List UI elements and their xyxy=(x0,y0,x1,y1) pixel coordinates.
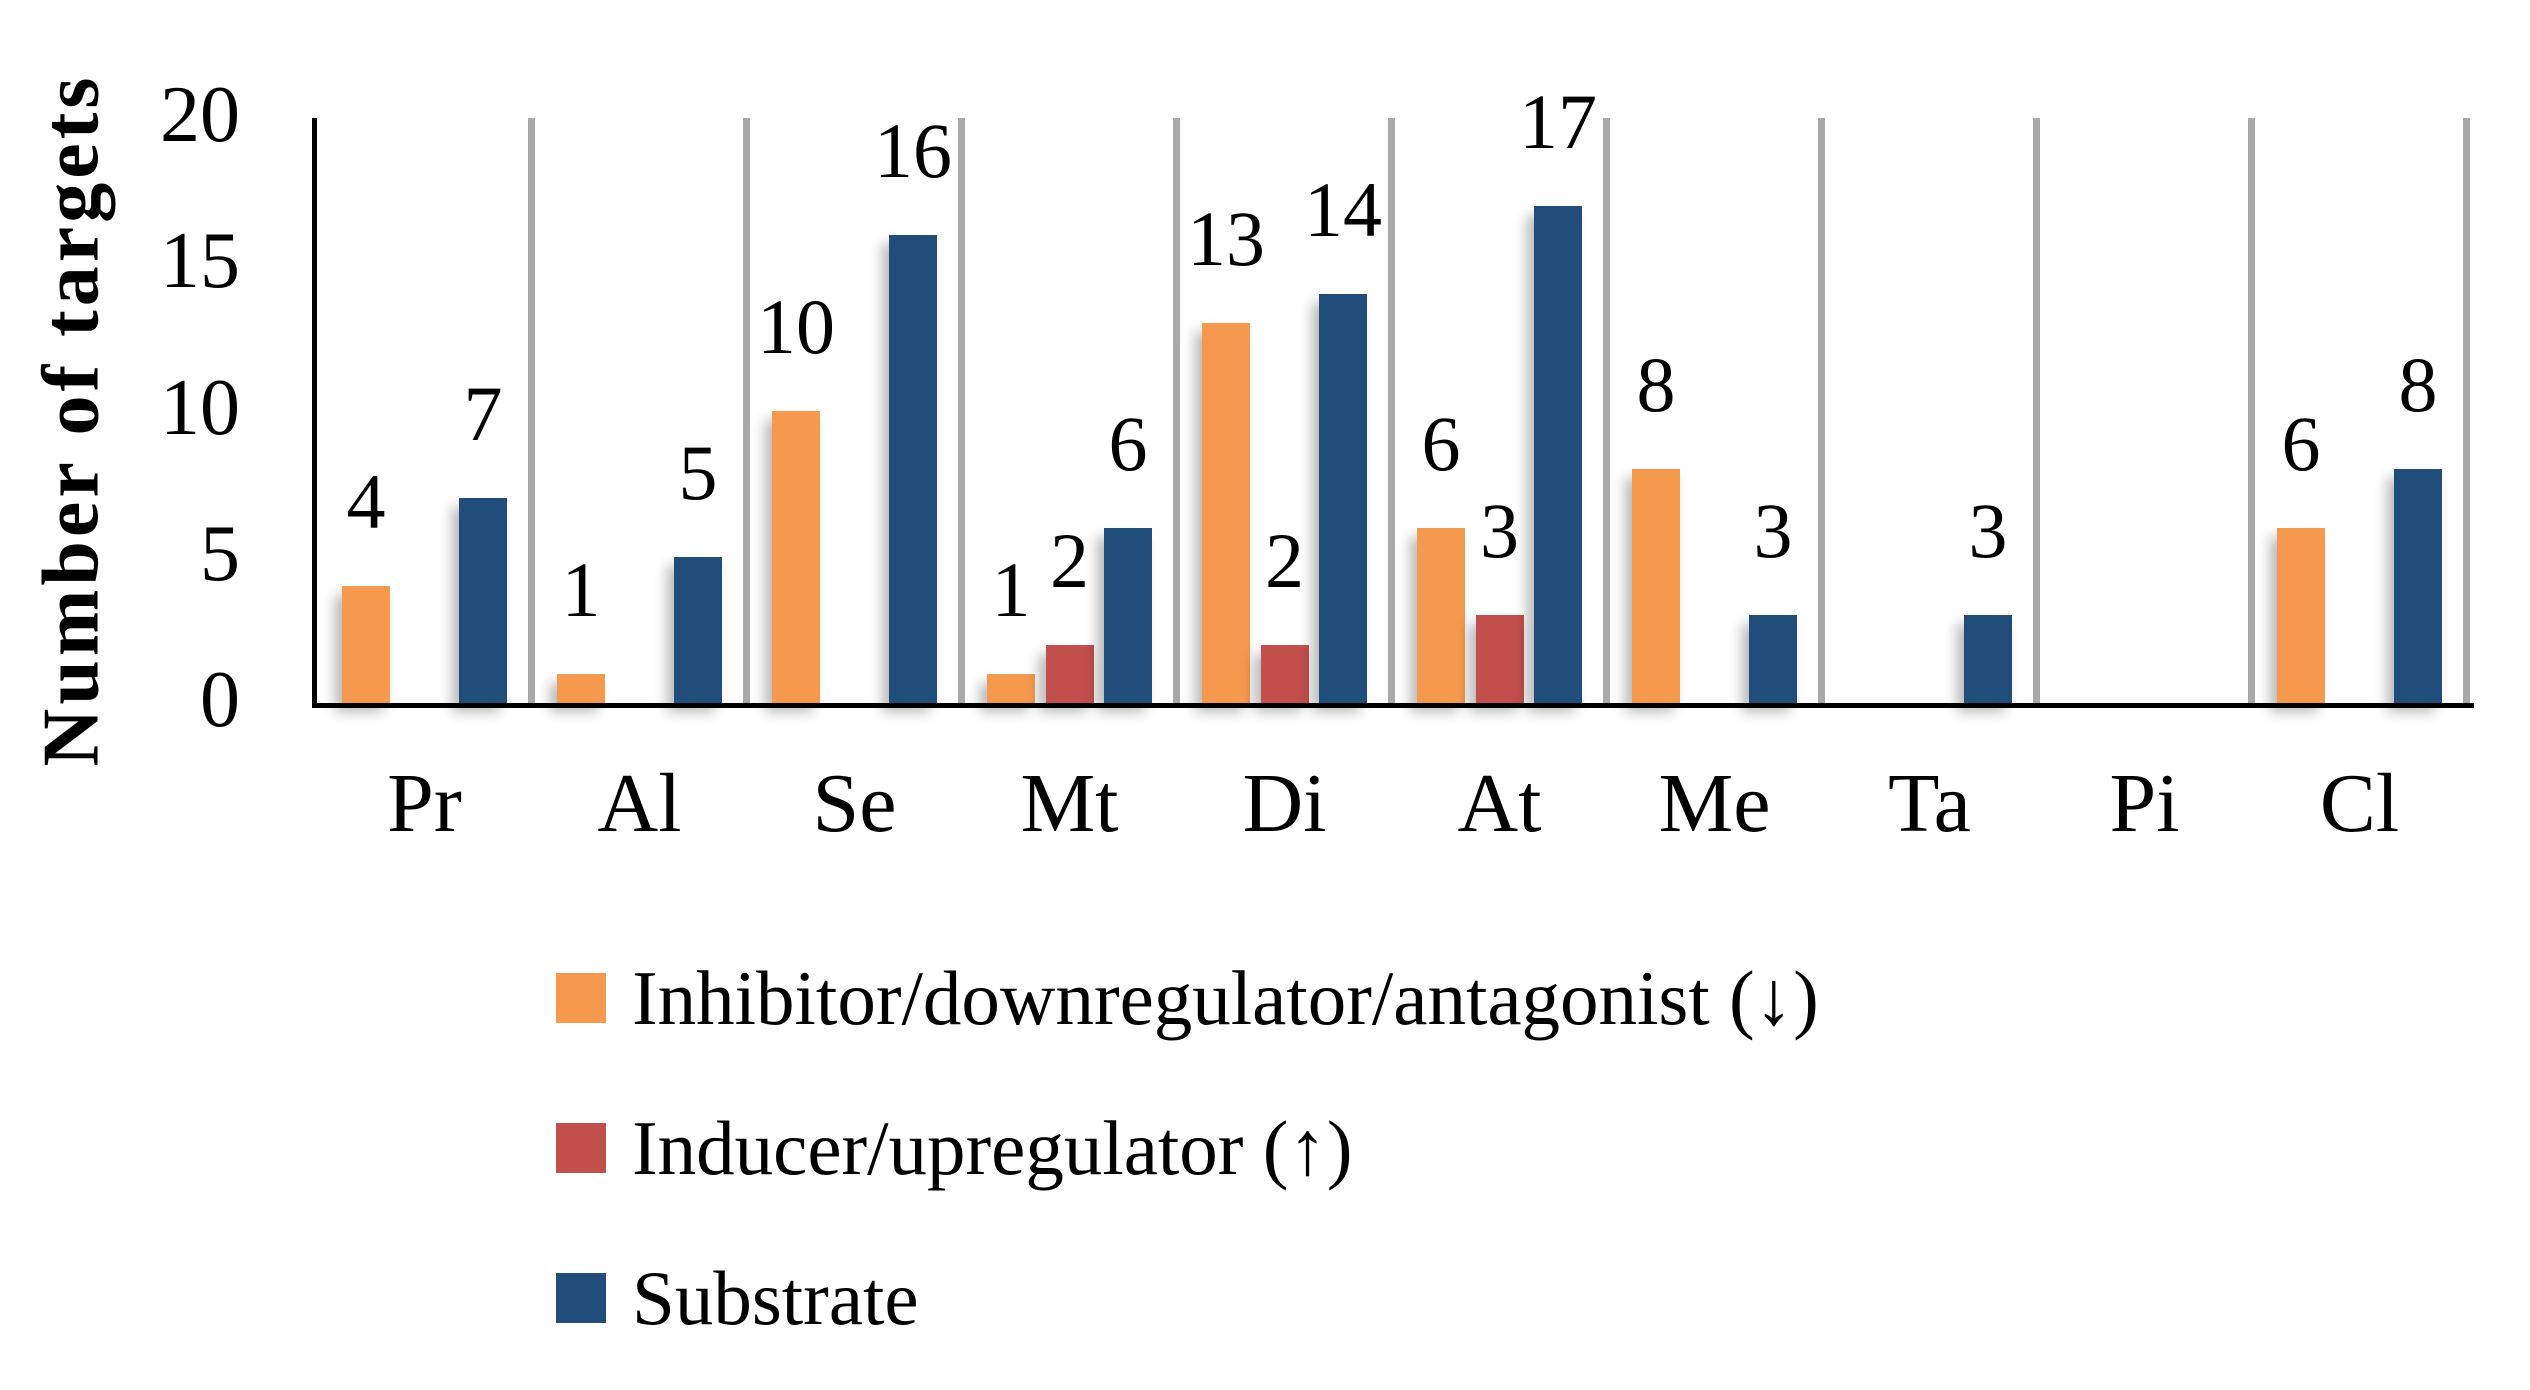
bar xyxy=(1104,527,1152,703)
legend-swatch xyxy=(556,1273,606,1323)
plot-area: 4 7 1 5 10 16 1 2 6 13 2 14 6 3 17 8 3 3 6 8 xyxy=(317,82,2470,703)
legend-item: Inducer/upregulator (↑) xyxy=(556,1108,1352,1188)
bar xyxy=(1319,293,1367,703)
category-label: Pr xyxy=(387,757,462,850)
legend-item: Substrate xyxy=(556,1258,919,1338)
bar xyxy=(459,498,507,703)
bar xyxy=(342,586,390,703)
legend-label: Inducer/upregulator (↑) xyxy=(632,1104,1353,1191)
bar-value-label: 7 xyxy=(463,370,503,458)
y-tick-label: 20 xyxy=(160,70,240,159)
bar-value-label: 3 xyxy=(1480,487,1519,575)
group-divider xyxy=(1388,118,1395,703)
bar xyxy=(889,235,937,703)
legend-item: Inhibitor/downregulator/antagonist (↓) xyxy=(556,958,1819,1038)
bar xyxy=(1045,644,1094,703)
y-tick-label: 15 xyxy=(160,217,240,306)
group-divider xyxy=(528,118,535,703)
category-label: Me xyxy=(1658,757,1771,850)
bar-value-label: 13 xyxy=(1187,194,1265,282)
category-label: Al xyxy=(597,757,682,850)
bar-value-label: 16 xyxy=(874,107,952,194)
bar-value-label: 6 xyxy=(2281,399,2321,487)
bar xyxy=(1749,615,1797,703)
y-tick-label: 0 xyxy=(200,655,240,744)
bar-value-label: 4 xyxy=(346,458,386,545)
legend-swatch xyxy=(556,1123,606,1173)
legend-label: Inhibitor/downregulator/antagonist (↓) xyxy=(632,954,1819,1041)
bar-value-label: 1 xyxy=(561,545,601,633)
group-divider xyxy=(743,118,750,703)
bar-value-label: 8 xyxy=(2398,341,2438,428)
bar xyxy=(2394,469,2442,703)
bar-value-label: 6 xyxy=(1108,399,1148,487)
group-divider xyxy=(1818,118,1825,703)
bar xyxy=(1475,615,1524,703)
bar-value-label: 3 xyxy=(1753,487,1793,575)
group-divider xyxy=(1173,118,1180,703)
bar-value-label: 3 xyxy=(1968,487,2008,575)
bar-value-label: 8 xyxy=(1636,341,1676,428)
bar-value-label: 6 xyxy=(1421,399,1461,487)
bar-value-label: 17 xyxy=(1519,77,1597,165)
category-label: Se xyxy=(812,757,897,850)
y-tick-label: 5 xyxy=(200,509,240,598)
bar xyxy=(674,556,722,703)
group-divider xyxy=(2463,118,2470,703)
bar-value-label: 2 xyxy=(1265,516,1304,604)
bar xyxy=(1534,205,1582,703)
bar xyxy=(1417,527,1465,703)
group-divider xyxy=(2248,118,2255,703)
category-label: Di xyxy=(1242,757,1327,850)
legend-label: Substrate xyxy=(632,1254,919,1341)
group-divider xyxy=(958,118,965,703)
bar-value-label: 10 xyxy=(757,282,835,370)
bar xyxy=(1632,469,1680,703)
bar xyxy=(987,673,1035,703)
bar-value-label: 1 xyxy=(991,545,1031,633)
bar xyxy=(772,410,820,703)
category-label: Pi xyxy=(2109,757,2180,850)
group-divider xyxy=(2033,118,2040,703)
x-axis-line xyxy=(312,703,2474,708)
category-label: At xyxy=(1457,757,1542,850)
y-tick-label: 10 xyxy=(160,363,240,452)
y-axis-line xyxy=(312,118,317,708)
bar xyxy=(2277,527,2325,703)
bar xyxy=(557,673,605,703)
category-label: Mt xyxy=(1020,757,1119,850)
category-label: Ta xyxy=(1888,757,1971,850)
legend-swatch xyxy=(556,973,606,1023)
bar-value-label: 14 xyxy=(1304,165,1382,253)
bar xyxy=(1964,615,2012,703)
bar xyxy=(1202,322,1250,703)
category-label: Cl xyxy=(2319,757,2400,850)
group-divider xyxy=(1603,118,1610,703)
bar xyxy=(1260,644,1309,703)
bar-value-label: 5 xyxy=(678,428,718,516)
bar-value-label: 2 xyxy=(1050,516,1089,604)
